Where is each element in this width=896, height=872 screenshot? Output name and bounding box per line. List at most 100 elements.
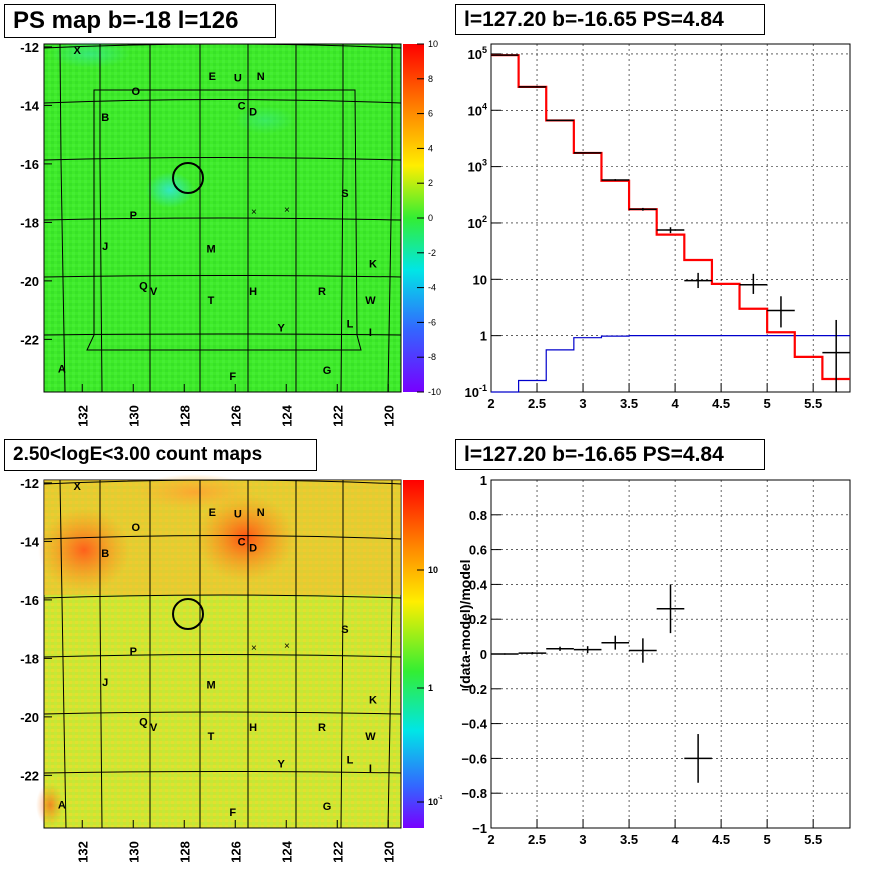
colorbar-tick-label: 1 <box>428 683 433 693</box>
ps-colorbar-ticks: 10 8 6 4 2 0 -2 -4 -6 -8 -10 <box>417 39 441 397</box>
y-tick-label: 103 <box>468 158 487 175</box>
colorbar-tick-label: 10 <box>428 565 438 575</box>
y-tick-label: 0 <box>480 647 487 662</box>
source-label: K <box>369 258 377 270</box>
source-label: T <box>208 731 215 743</box>
count-map-hotspot <box>38 508 130 592</box>
source-label: N <box>257 507 265 519</box>
x-tick-label: 130 <box>126 405 141 427</box>
spectrum-panel: 2 2.5 3 3.5 4 4.5 5 5.5 10-1 1 10 102 103 104 105 <box>465 43 851 411</box>
source-label: R <box>318 286 326 298</box>
source-label: V <box>150 286 158 298</box>
spectrum-grid <box>491 44 850 392</box>
source-label: M <box>206 244 215 256</box>
x-tick-label: 4 <box>671 396 679 411</box>
source-label: D <box>249 542 257 554</box>
residual-panel: 2 2.5 3 3.5 4 4.5 5 5.5 −1 −0.8 −0.6 −0.4 −0.2 0 0.2 0.… <box>457 473 851 847</box>
y-tick-label: 1 <box>480 329 487 344</box>
source-label: C <box>238 100 246 112</box>
source-label: W <box>365 295 376 307</box>
count-colorbar <box>403 480 424 828</box>
source-label: A <box>58 800 66 812</box>
colorbar-tick-label: -4 <box>428 283 436 293</box>
colorbar-tick-label: 0 <box>428 213 433 223</box>
source-label: M <box>206 680 215 692</box>
y-tick-label: -16 <box>20 157 39 172</box>
source-label: X <box>73 481 81 493</box>
residual-data-points <box>491 584 712 783</box>
y-tick-label: -18 <box>20 651 39 666</box>
x-tick-label: 2 <box>487 396 494 411</box>
source-label: F <box>229 807 236 819</box>
source-label: Q <box>139 716 148 728</box>
y-tick-label: 0.6 <box>469 543 487 558</box>
y-tick-label: −0.6 <box>461 751 487 766</box>
source-label: P <box>130 210 137 222</box>
source-label: L <box>347 318 354 330</box>
source-label: H <box>249 286 257 298</box>
x-tick-label: 5 <box>764 832 771 847</box>
x-tick-label: 4 <box>671 832 679 847</box>
source-label: G <box>323 365 332 377</box>
x-tick-label: 126 <box>228 841 243 863</box>
colorbar-tick-label: -8 <box>428 352 436 362</box>
colorbar-tick-label: -10 <box>428 387 441 397</box>
source-label: S <box>341 188 348 200</box>
source-label: A <box>58 364 66 376</box>
source-label: G <box>323 801 332 813</box>
spectrum-title: l=127.20 b=-16.65 PS=4.84 <box>455 4 765 35</box>
source-label: R <box>318 722 326 734</box>
source-label: Q <box>139 280 148 292</box>
source-circle <box>172 598 204 630</box>
y-tick-label: -22 <box>20 768 39 783</box>
y-tick-label: -12 <box>20 40 39 55</box>
ps-map-panel: × × X E U N O C D B S P J M K Q V H R W T L I Y A G F 10 8 6 4 2 0 -2 -… <box>20 39 441 427</box>
residual-grid <box>491 480 850 828</box>
source-label: Y <box>277 323 285 335</box>
candidate-cross: × <box>284 205 290 216</box>
x-tick-label: 120 <box>381 841 396 863</box>
source-label: J <box>102 677 108 689</box>
spectrum-axes: 2 2.5 3 3.5 4 4.5 5 5.5 10-1 1 10 102 103 104 105 <box>465 45 823 411</box>
source-label: K <box>369 694 377 706</box>
source-label: V <box>150 722 158 734</box>
y-tick-label: -20 <box>20 710 39 725</box>
count-map-axes: 132 130 128 126 124 122 120 -12 -14 -16 -18 -20 -22 <box>20 476 396 863</box>
x-tick-label: 120 <box>381 405 396 427</box>
count-map-title: 2.50<logE<3.00 count maps <box>4 439 317 471</box>
x-tick-label: 132 <box>75 841 90 863</box>
x-tick-label: 122 <box>330 841 345 863</box>
x-tick-label: 132 <box>75 405 90 427</box>
source-label: E <box>209 71 216 83</box>
colorbar-tick-label: 10 <box>428 39 438 49</box>
y-tick-label: 0.4 <box>469 577 488 592</box>
y-tick-label: -18 <box>20 215 39 230</box>
x-tick-label: 130 <box>126 841 141 863</box>
y-tick-label: −0.8 <box>461 786 487 801</box>
spectrum-data-points <box>491 54 850 392</box>
source-labels: X E U N O C D B S P J M K Q V H R W T L I Y A G F <box>58 45 377 383</box>
source-label: U <box>234 73 242 85</box>
source-label: H <box>249 722 257 734</box>
ps-map-grid <box>43 43 402 393</box>
x-tick-label: 124 <box>279 840 294 862</box>
y-tick-label: 0.8 <box>469 508 487 523</box>
y-tick-label: 104 <box>468 101 487 118</box>
y-tick-label: -14 <box>20 98 40 113</box>
colorbar-tick-label: 8 <box>428 74 433 84</box>
y-tick-label: 105 <box>468 45 487 62</box>
colorbar-tick-label: -6 <box>428 317 436 327</box>
count-colorbar-ticks: 10 1 10-1 <box>417 565 443 807</box>
colorbar-tick-label: 4 <box>428 143 433 153</box>
x-tick-label: 4.5 <box>712 832 730 847</box>
ps-map-cyan-feature <box>146 172 194 208</box>
ps-map-cyan-feature <box>235 106 295 134</box>
source-label: N <box>257 71 265 83</box>
source-label: L <box>347 754 354 766</box>
y-tick-label: 10-1 <box>465 383 487 400</box>
x-tick-label: 3.5 <box>620 396 638 411</box>
source-label: D <box>249 106 257 118</box>
ps-map-title: PS map b=-18 l=126 <box>4 4 276 38</box>
model-source-line <box>491 335 850 393</box>
